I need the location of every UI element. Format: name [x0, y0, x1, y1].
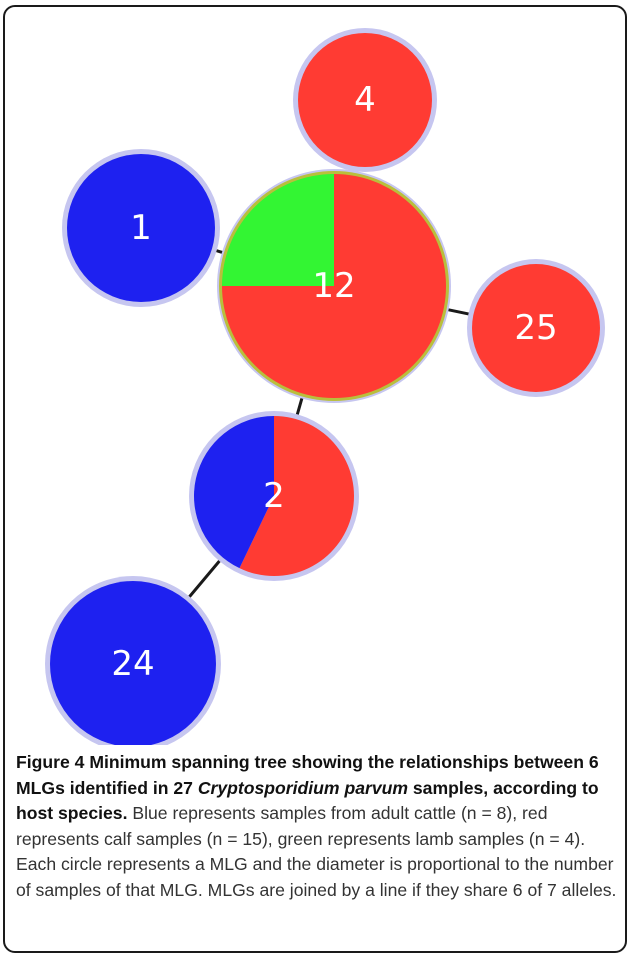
caption-body: Blue represents samples from adult cattl…: [16, 803, 617, 900]
caption-species: Cryptosporidium parvum: [197, 777, 408, 798]
pie-slice-calf: [472, 264, 600, 392]
minimum-spanning-tree: 4 1 12 25 2 24: [45, 28, 605, 745]
node-mlg-1: 1: [62, 149, 220, 307]
pie-slice-adult-cattle: [50, 581, 216, 745]
figure-label: Figure 4: [16, 752, 85, 772]
node-mlg-25: 25: [467, 259, 605, 397]
node-label: 2: [263, 476, 285, 516]
caption-title-part1: Minimum spanning tree showing the relati…: [16, 752, 599, 798]
pie-slice-adult-cattle: [194, 416, 274, 569]
node-label: 25: [514, 308, 557, 348]
figure-caption: Figure 4 Minimum spanning tree showing t…: [16, 750, 620, 904]
node-mlg-2: 2: [189, 411, 359, 581]
node-label: 12: [312, 266, 355, 306]
pie-slice-calf: [298, 33, 432, 167]
node-label: 4: [354, 80, 376, 120]
pie-slice-lamb: [222, 174, 334, 286]
pie-slice-adult-cattle: [67, 154, 215, 302]
node-mlg-4: 4: [293, 28, 437, 172]
node-label: 1: [130, 208, 152, 248]
nodes-group: 4 1 12 25 2 24: [45, 28, 605, 745]
node-mlg-12: 12: [217, 169, 451, 403]
caption-title-part2: samples, according to host species.: [16, 777, 599, 824]
pie-slice-calf: [239, 416, 355, 576]
node-label: 24: [111, 644, 154, 684]
node-mlg-24: 24: [45, 576, 221, 745]
